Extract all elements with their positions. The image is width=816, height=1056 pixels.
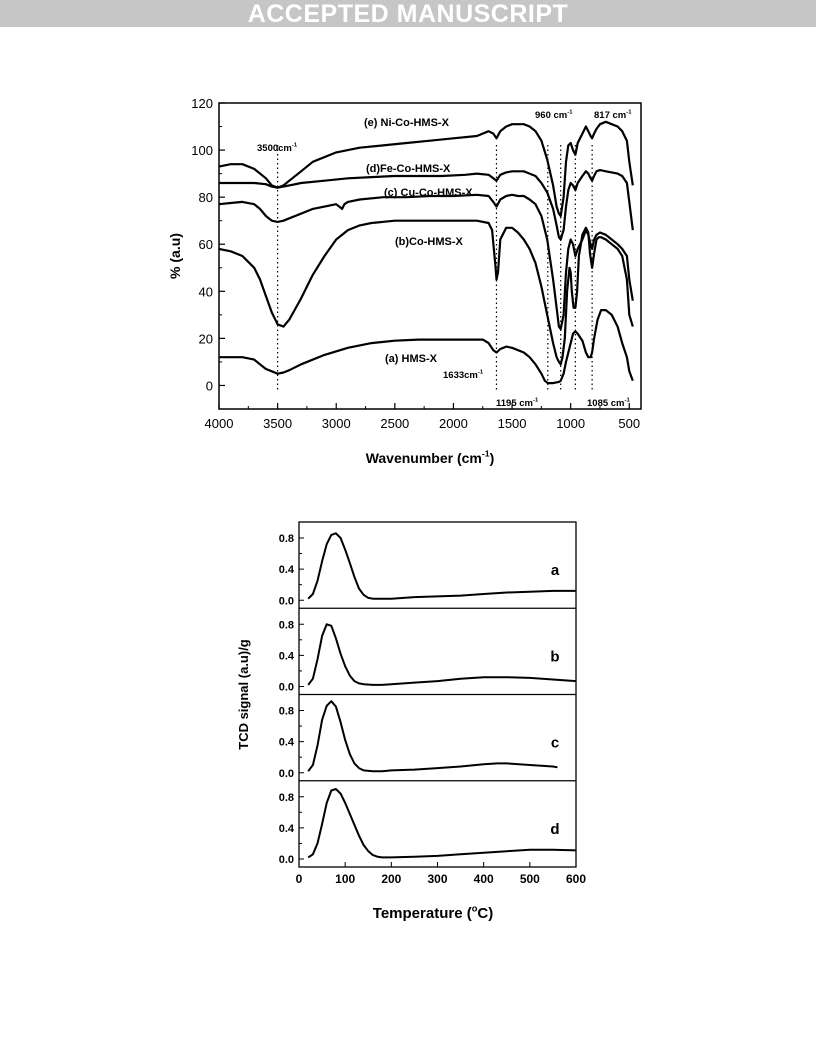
ftir-peak-annotation: 3500cm-1: [257, 143, 298, 154]
tpr-y-tick-label: 0.8: [279, 533, 294, 545]
ftir-y-tick-label: 120: [191, 96, 213, 111]
ftir-x-tick-label: 4000: [205, 416, 234, 431]
ftir-y-tick-label: 100: [191, 143, 213, 158]
ftir-series-label: (a) HMS-X: [385, 353, 438, 365]
tpr-y-tick-label: 0.0: [279, 682, 294, 694]
ftir-peak-annotation: 1633cm-1: [443, 370, 484, 381]
ftir-series-label: (d)Fe-Co-HMS-X: [366, 163, 451, 175]
ftir-y-tick-label: 40: [199, 284, 213, 299]
tpr-panel-label: c: [551, 735, 559, 752]
ftir-series-line: [218, 120, 634, 218]
tpr-panel-label: b: [550, 648, 559, 665]
tpr-y-tick-label: 0.4: [279, 564, 295, 576]
tpr-x-tick-label: 300: [427, 872, 447, 886]
ftir-series-line: [219, 169, 634, 241]
tpr-x-tick-label: 600: [566, 872, 586, 886]
accepted-manuscript-banner: ACCEPTED MANUSCRIPT: [0, 0, 816, 28]
tpr-x-tick-label: 0: [296, 872, 303, 886]
tpr-y-tick-label: 0.4: [279, 650, 295, 662]
ftir-plot-frame: [218, 102, 642, 410]
tpr-y-tick-label: 0.4: [279, 737, 295, 749]
ftir-series-label: (b)Co-HMS-X: [395, 236, 463, 248]
tpr-panel-curve: [307, 532, 576, 600]
tpr-y-axis-title: TCD signal (a.u)/g: [236, 639, 251, 750]
tpr-x-axis-title: Temperature (oC): [373, 903, 493, 922]
tpr-y-tick-label: 0.0: [279, 768, 294, 780]
ftir-peak-annotation: 960 cm-1: [535, 110, 573, 121]
ftir-x-tick-label: 1500: [498, 416, 527, 431]
tpr-y-tick-label: 0.0: [279, 595, 294, 607]
ftir-peak-annotation: 1085 cm-1: [587, 398, 630, 409]
ftir-series-label: (c) Cu-Co-HMS-X: [384, 187, 473, 199]
ftir-series-line: [218, 219, 634, 366]
ftir-x-tick-label: 1000: [556, 416, 585, 431]
ftir-x-tick-label: 2500: [380, 416, 409, 431]
tpr-x-tick-label: 400: [474, 872, 494, 886]
tpr-x-tick-label: 100: [335, 872, 355, 886]
ftir-y-tick-label: 0: [206, 378, 213, 393]
ftir-series-line: [219, 309, 634, 385]
ftir-peak-annotation: 817 cm-1: [594, 110, 632, 121]
tpr-y-tick-label: 0.8: [279, 706, 294, 718]
ftir-x-tick-label: 2000: [439, 416, 468, 431]
ftir-spectra-chart: 4000 3500 3000 2500 2000 1500 1000 500 0 20 40 60 80…: [167, 96, 642, 466]
ftir-y-tick-label: 80: [199, 190, 213, 205]
tpr-panel-label: d: [550, 821, 559, 838]
ftir-peak-annotation: 1195 cm-1: [496, 398, 539, 409]
tpr-y-tick-label: 0.4: [279, 823, 295, 835]
h2-tpr-profile-chart: 0.8 0.4 0.0 a 0.8 0.4 0.0 b 0.8 0.4 0.0 c 0.8 0.4 0.0 d…: [236, 521, 586, 922]
tpr-x-tick-label: 200: [381, 872, 401, 886]
ftir-x-tick-label: 3500: [263, 416, 292, 431]
tpr-panel-label: a: [551, 562, 560, 579]
tpr-panel-curve: [307, 700, 558, 773]
ftir-series-line: [218, 193, 634, 331]
tpr-x-tick-label: 500: [520, 872, 540, 886]
ftir-x-tick-label: 3000: [322, 416, 351, 431]
ftir-series-label: (e) Ni-Co-HMS-X: [364, 117, 450, 129]
tpr-y-tick-label: 0.8: [279, 619, 294, 631]
ftir-x-axis-title: Wavenumber (cm-1): [366, 449, 495, 466]
ftir-y-axis-title: % (a.u): [167, 233, 183, 279]
ftir-x-tick-label: 500: [618, 416, 640, 431]
tpr-y-tick-label: 0.8: [279, 792, 294, 804]
ftir-y-tick-label: 20: [199, 331, 213, 346]
tpr-panel-curve: [307, 788, 577, 859]
ftir-y-tick-label: 60: [199, 237, 213, 252]
tpr-y-tick-label: 0.0: [279, 854, 294, 866]
tpr-panel-curve: [307, 623, 577, 686]
